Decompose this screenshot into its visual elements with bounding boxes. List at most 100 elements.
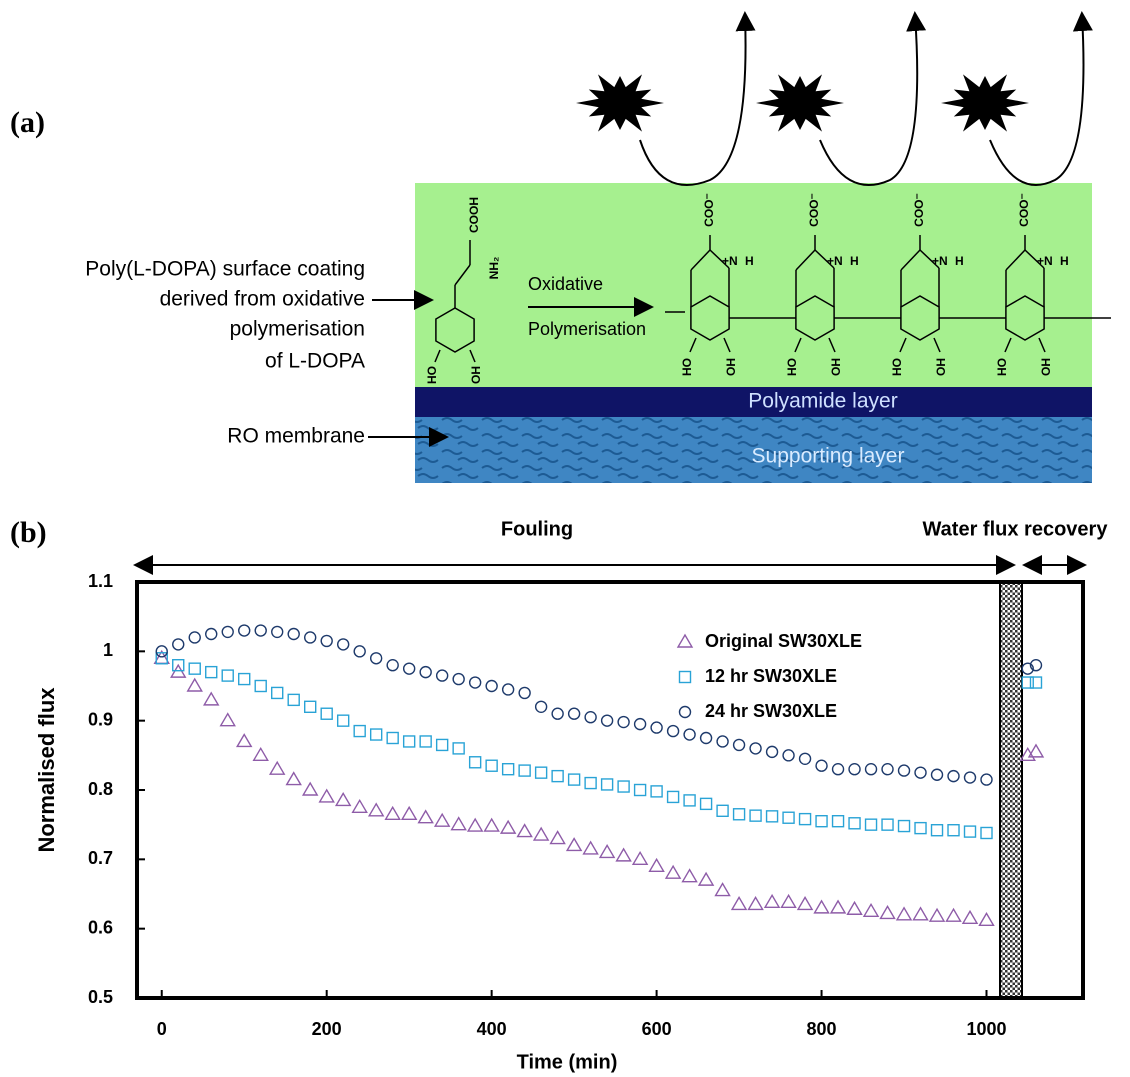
point [732,738,746,752]
point [980,826,993,840]
point [947,824,960,837]
point [897,819,911,833]
point [285,771,302,786]
point [862,902,880,918]
point [353,645,366,658]
point [666,790,680,804]
point [188,631,201,644]
x-axis-label: Time (min) [517,1051,618,1073]
phase-label: Fouling [501,518,573,540]
point [271,686,284,700]
atom-label: +N [827,254,843,268]
point [402,662,416,675]
point [367,802,385,817]
point [815,759,828,772]
point [914,821,927,835]
x-tick-label: 1000 [966,1019,1006,1039]
point [318,788,335,803]
release-arrow [819,11,927,186]
point [749,809,762,822]
point [301,781,319,796]
release-arrow [989,11,1093,186]
atom-label: +N [722,254,738,268]
bond [899,337,907,353]
point [320,707,333,720]
point [584,776,597,790]
point [567,707,581,720]
point [435,669,449,682]
point [664,864,682,879]
bond [900,249,921,271]
bond [454,264,471,286]
point [400,805,418,820]
point [631,850,649,866]
bond [709,249,730,269]
point [1021,662,1034,675]
bond [469,349,476,363]
legend-label: 12 hr SW30XLE [705,666,837,686]
point [205,665,218,679]
point [516,823,533,838]
point [452,672,465,686]
point [650,721,663,734]
bond [933,337,941,353]
point [287,693,300,707]
bond [434,349,441,363]
point [650,785,663,798]
point [598,844,616,859]
atom-label: +N [932,254,948,268]
bond [689,337,697,353]
point [683,728,696,741]
point [452,742,465,755]
y-tick-label: 1.1 [88,571,113,591]
point [551,769,564,783]
release-arrow [639,11,756,186]
point [615,847,632,862]
foulant [756,74,844,132]
y-tick-label: 0.7 [88,848,113,868]
point [252,746,269,762]
point [879,905,896,920]
point [236,733,253,748]
point [254,679,267,693]
phase-label: Water flux recovery [923,518,1109,540]
point [369,652,383,665]
point [716,735,729,748]
y-tick-label: 0.5 [88,987,113,1007]
point [268,760,286,775]
point [186,677,203,692]
y-tick-label: 0.6 [88,917,113,937]
point [203,691,220,706]
point [450,816,467,831]
atom-label: OH [469,366,483,384]
point [963,771,977,784]
x-tick-label: 0 [157,1019,167,1039]
bond [1024,249,1045,269]
atom-label: COO⁻ [702,193,716,227]
coating-layer [415,183,1092,387]
molecules: COOH NH₂ HO OH COO⁻ +N H HO OH COO⁻ +N H HO OH COO⁻ +N H… [425,193,1111,384]
point [238,672,251,686]
point [930,768,944,781]
point [501,763,515,776]
atom-label: H [745,254,754,268]
point [683,794,696,807]
point [617,780,630,793]
legend-marker [678,705,692,719]
point [914,766,927,779]
point [798,752,812,765]
point [386,731,399,745]
point [320,634,333,648]
point [1029,659,1043,672]
point [1021,676,1034,689]
atom-label: OH [724,358,738,376]
point [1029,676,1043,689]
point [287,627,300,641]
atom-label: HO [995,358,1009,376]
bond [828,337,836,353]
x-tick-label: 600 [642,1019,672,1039]
atom-label: H [850,254,859,268]
bond [795,249,816,271]
point [501,683,515,696]
